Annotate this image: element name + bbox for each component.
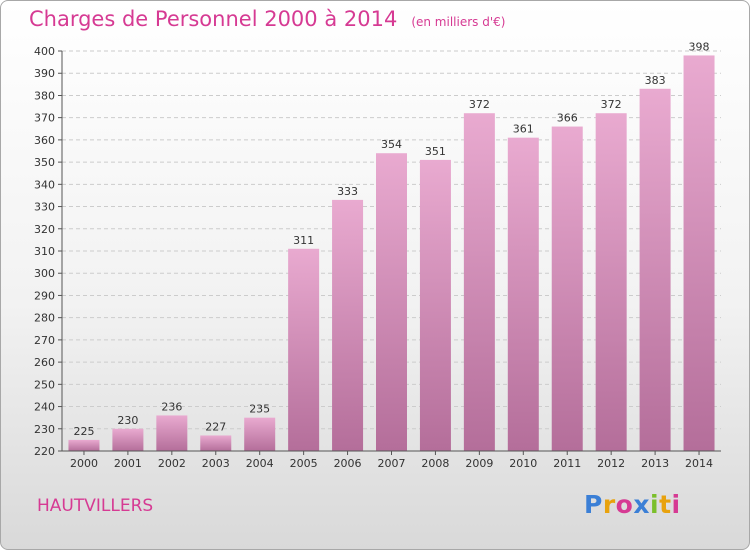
bar bbox=[288, 248, 320, 451]
x-tick-label: 2010 bbox=[509, 457, 537, 470]
value-label: 354 bbox=[381, 138, 402, 151]
logo-letter: o bbox=[615, 490, 634, 519]
value-label: 372 bbox=[469, 98, 490, 111]
commune-name: HAUTVILLERS bbox=[37, 496, 154, 516]
bar bbox=[200, 435, 232, 451]
logo-letter: i bbox=[650, 490, 660, 519]
title-text: Charges de Personnel 2000 à 2014 bbox=[29, 7, 398, 31]
x-tick-label: 2006 bbox=[334, 457, 362, 470]
y-tick-label: 240 bbox=[34, 401, 55, 414]
proxiti-logo: Proxiti bbox=[584, 490, 681, 519]
value-labels: 225 230 236 227 235 311 333 354 351 372 361 366 372 3… bbox=[73, 40, 709, 437]
x-tick-label: 2004 bbox=[246, 457, 274, 470]
logo-letter: i bbox=[671, 490, 681, 519]
value-label: 383 bbox=[645, 74, 666, 87]
chart-subtitle: (en milliers d'€) bbox=[411, 15, 506, 29]
y-tick-label: 390 bbox=[34, 67, 55, 80]
bar bbox=[639, 88, 671, 452]
bar bbox=[244, 417, 276, 451]
y-tick-label: 270 bbox=[34, 334, 55, 347]
logo-letter: x bbox=[633, 490, 650, 519]
y-tick-label: 350 bbox=[34, 156, 55, 169]
value-label: 361 bbox=[513, 123, 534, 136]
bar bbox=[507, 137, 539, 451]
y-tick-label: 280 bbox=[34, 312, 55, 325]
value-label: 333 bbox=[337, 185, 358, 198]
value-label: 235 bbox=[249, 403, 270, 416]
x-tick-labels: 2000 2001 2002 2003 2004 2005 2006 2007 2008 2009… bbox=[70, 451, 713, 470]
y-tick-label: 260 bbox=[34, 356, 55, 369]
x-tick-label: 2007 bbox=[378, 457, 406, 470]
value-label: 351 bbox=[425, 145, 446, 158]
bar bbox=[156, 415, 188, 451]
bar bbox=[376, 153, 407, 451]
x-tick-label: 2002 bbox=[158, 457, 186, 470]
logo-letter: r bbox=[602, 490, 616, 519]
value-label: 372 bbox=[601, 98, 622, 111]
value-label: 225 bbox=[73, 425, 94, 438]
y-tick-label: 220 bbox=[34, 445, 55, 458]
x-tick-label: 2000 bbox=[70, 457, 98, 470]
value-label: 230 bbox=[117, 414, 138, 427]
bar bbox=[683, 55, 715, 451]
y-tick-label: 310 bbox=[34, 245, 55, 258]
y-tick-label: 290 bbox=[34, 289, 55, 302]
value-label: 398 bbox=[689, 40, 710, 53]
y-tick-label: 330 bbox=[34, 201, 55, 214]
y-tick-label: 250 bbox=[34, 378, 55, 391]
x-tick-label: 2003 bbox=[202, 457, 230, 470]
x-tick-label: 2014 bbox=[685, 457, 713, 470]
bar bbox=[332, 199, 364, 451]
y-tick-label: 400 bbox=[34, 45, 55, 58]
y-tick-label: 340 bbox=[34, 178, 55, 191]
x-tick-label: 2013 bbox=[641, 457, 669, 470]
bar bbox=[112, 428, 144, 451]
value-label: 236 bbox=[161, 400, 182, 413]
bar bbox=[595, 113, 627, 451]
bars bbox=[68, 55, 715, 452]
value-label: 366 bbox=[557, 112, 578, 125]
y-tick-label: 360 bbox=[34, 134, 55, 147]
value-label: 311 bbox=[293, 234, 314, 247]
x-tick-label: 2009 bbox=[465, 457, 493, 470]
x-tick-label: 2012 bbox=[597, 457, 625, 470]
x-tick-label: 2001 bbox=[114, 457, 142, 470]
y-tick-label: 320 bbox=[34, 223, 55, 236]
bar bbox=[551, 126, 583, 452]
y-tick-label: 230 bbox=[34, 423, 55, 436]
y-tick-labels: 220 230 240 250 260 270 280 290 300 310 320 330 340 3… bbox=[34, 45, 55, 458]
logo-letter: P bbox=[584, 490, 603, 519]
x-tick-label: 2005 bbox=[290, 457, 318, 470]
value-label: 227 bbox=[205, 420, 226, 433]
x-tick-label: 2008 bbox=[421, 457, 449, 470]
bar bbox=[463, 113, 495, 451]
x-tick-label: 2011 bbox=[553, 457, 581, 470]
y-tick-label: 370 bbox=[34, 112, 55, 125]
y-tick-label: 380 bbox=[34, 89, 55, 102]
y-tick-label: 300 bbox=[34, 267, 55, 280]
bar bbox=[419, 159, 451, 451]
bar bbox=[68, 439, 100, 451]
logo-letter: t bbox=[659, 490, 672, 519]
chart-title: Charges de Personnel 2000 à 2014 (en mill… bbox=[29, 7, 505, 31]
